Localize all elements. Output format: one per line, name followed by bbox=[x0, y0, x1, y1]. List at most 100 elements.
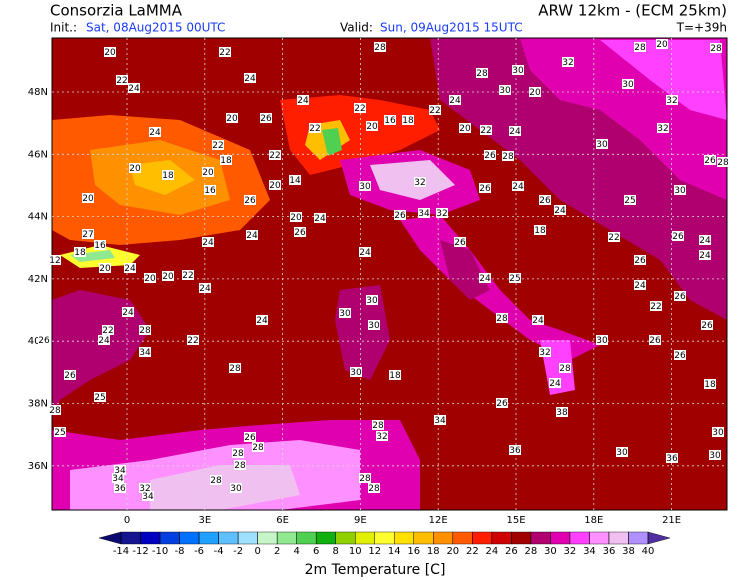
station-box bbox=[354, 103, 366, 113]
station-value: 20 bbox=[366, 122, 378, 132]
station-box bbox=[234, 460, 246, 470]
station-value: 22 bbox=[650, 302, 661, 312]
station-value: 24 bbox=[699, 236, 711, 246]
station-box bbox=[484, 150, 496, 160]
station-value: 32 bbox=[376, 432, 387, 442]
station-value: 28 bbox=[368, 484, 380, 494]
station-value: 34 bbox=[418, 209, 430, 219]
station-value: 24 bbox=[199, 284, 211, 294]
station-value: 24 bbox=[202, 238, 214, 248]
station-box bbox=[98, 335, 110, 345]
station-value: 24 bbox=[449, 96, 461, 106]
colorbar-segment bbox=[159, 531, 180, 545]
station-value: 20 bbox=[202, 168, 214, 178]
station-box bbox=[374, 42, 386, 52]
station-box bbox=[712, 427, 724, 437]
station-value: 32 bbox=[139, 484, 150, 494]
station-box bbox=[402, 115, 414, 125]
station-box bbox=[149, 127, 161, 137]
station-value: 22 bbox=[219, 48, 230, 58]
station-box bbox=[289, 175, 301, 185]
station-box bbox=[366, 121, 378, 131]
station-value: 26 bbox=[704, 156, 716, 166]
station-value: 20 bbox=[99, 264, 111, 274]
station-box bbox=[244, 432, 256, 442]
colorbar-tick-label: -10 bbox=[152, 546, 168, 557]
station-value: 20 bbox=[529, 88, 541, 98]
station-box bbox=[512, 65, 524, 75]
colorbar-tick-label: -2 bbox=[233, 546, 243, 557]
station-value: 26 bbox=[674, 292, 686, 302]
station-value: 28 bbox=[374, 43, 386, 53]
station-box bbox=[596, 139, 608, 149]
station-value: 26 bbox=[260, 114, 272, 124]
colorbar-tick-label: 16 bbox=[407, 546, 420, 557]
station-box bbox=[539, 195, 551, 205]
station-box bbox=[290, 212, 302, 222]
station-box bbox=[709, 450, 721, 460]
station-value: 26 bbox=[244, 196, 256, 206]
station-value: 30 bbox=[368, 321, 380, 331]
station-box bbox=[366, 295, 378, 305]
station-box bbox=[232, 448, 244, 458]
colorbar-segment bbox=[120, 531, 141, 545]
station-box bbox=[512, 181, 524, 191]
station-value: 25 bbox=[54, 428, 65, 438]
colorbar-tick-label: 2 bbox=[274, 546, 280, 557]
station-value: 28 bbox=[717, 158, 729, 168]
station-box bbox=[479, 183, 491, 193]
station-box bbox=[114, 465, 126, 475]
station-value: 24 bbox=[256, 316, 268, 326]
map-frame bbox=[51, 37, 728, 511]
station-box bbox=[418, 208, 430, 218]
colorbar-segment bbox=[276, 531, 297, 545]
station-value: 26 bbox=[672, 232, 684, 242]
station-box bbox=[269, 150, 281, 160]
station-box bbox=[244, 195, 256, 205]
station-value: 20 bbox=[290, 213, 302, 223]
colorbar-segment bbox=[413, 531, 434, 545]
station-value: 32 bbox=[666, 96, 677, 106]
station-value: 26 bbox=[496, 399, 508, 409]
longitude-label: 0 bbox=[124, 515, 130, 526]
station-value: 34 bbox=[434, 416, 446, 426]
colorbar-segment bbox=[198, 531, 219, 545]
station-value: 16 bbox=[384, 116, 396, 126]
station-box bbox=[562, 57, 574, 67]
station-value: 30 bbox=[616, 448, 628, 458]
station-box bbox=[509, 126, 521, 136]
station-value: 28 bbox=[559, 364, 571, 374]
station-value: 26 bbox=[649, 336, 661, 346]
station-box bbox=[102, 325, 114, 335]
station-value: 24 bbox=[124, 264, 136, 274]
station-box bbox=[624, 195, 636, 205]
station-box bbox=[394, 210, 406, 220]
station-value: 32 bbox=[414, 178, 425, 188]
station-box bbox=[226, 113, 238, 123]
station-box bbox=[529, 87, 541, 97]
station-box bbox=[459, 123, 471, 133]
station-value: 32 bbox=[436, 209, 447, 219]
longitude-label: 18E bbox=[584, 515, 603, 526]
colorbar-segment bbox=[179, 531, 200, 545]
station-box bbox=[704, 155, 716, 165]
colorbar-tick-label: 20 bbox=[446, 546, 459, 557]
station-value: 20 bbox=[656, 40, 668, 50]
colorbar-tick-label: -6 bbox=[194, 546, 204, 557]
colorbar-over-arrow bbox=[647, 531, 671, 545]
colorbar-segment bbox=[394, 531, 414, 545]
station-box bbox=[210, 475, 222, 485]
station-box bbox=[479, 273, 491, 283]
station-value: 30 bbox=[622, 80, 634, 90]
station-box bbox=[229, 363, 241, 373]
station-value: 18 bbox=[220, 156, 232, 166]
colorbar-segment bbox=[140, 531, 161, 545]
station-box bbox=[49, 255, 61, 265]
station-box bbox=[509, 445, 521, 455]
station-box bbox=[260, 113, 272, 123]
station-box bbox=[309, 123, 321, 133]
station-value: 30 bbox=[596, 336, 608, 346]
station-value: 32 bbox=[539, 348, 550, 358]
station-value: 24 bbox=[699, 251, 711, 261]
